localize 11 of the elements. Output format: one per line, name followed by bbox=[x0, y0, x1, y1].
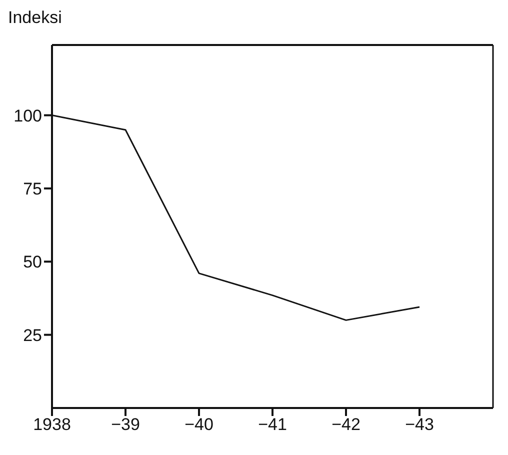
y-tick-label: 75 bbox=[23, 179, 42, 198]
y-tick-label: 50 bbox=[23, 252, 42, 272]
y-axis-title: Indeksi bbox=[8, 8, 63, 29]
x-tick-label: −39 bbox=[111, 415, 140, 434]
y-tick-label: 25 bbox=[23, 326, 42, 345]
x-tick-label: −40 bbox=[184, 415, 214, 434]
x-tick-label: −42 bbox=[332, 415, 360, 434]
x-tick-label: −43 bbox=[405, 415, 434, 434]
x-tick-label: 1938 bbox=[33, 415, 71, 434]
y-tick-label: 100 bbox=[14, 106, 42, 126]
x-tick-label: −41 bbox=[258, 415, 287, 434]
